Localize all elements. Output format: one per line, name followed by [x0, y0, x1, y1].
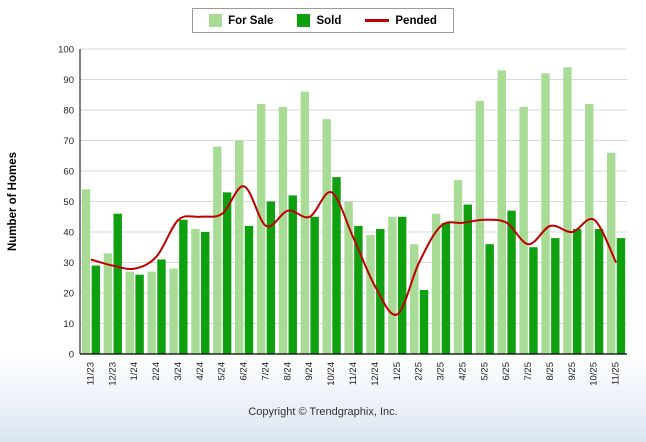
bar-sold	[113, 213, 122, 354]
legend-label-for-sale: For Sale	[228, 14, 274, 27]
bar-for-sale	[519, 106, 528, 354]
y-tick-label: 40	[63, 228, 74, 239]
x-tick-label: 11/23	[85, 362, 96, 385]
bar-for-sale	[81, 189, 91, 354]
x-tick-label: 4/24	[195, 362, 206, 381]
x-tick-label: 3/25	[436, 362, 447, 381]
bar-for-sale	[497, 70, 506, 354]
bar-sold	[288, 195, 297, 354]
bar-for-sale	[541, 73, 550, 355]
bar-for-sale	[191, 228, 200, 354]
x-tick-label: 6/24	[239, 362, 250, 381]
bar-for-sale	[410, 244, 419, 354]
x-tick-label: 2/24	[151, 362, 162, 381]
x-tick-label: 5/25	[479, 362, 490, 381]
y-tick-label: 10	[63, 319, 74, 330]
legend-label-pended: Pended	[395, 14, 437, 27]
bar-for-sale	[300, 91, 310, 354]
x-tick-label: 8/24	[282, 362, 293, 381]
bar-for-sale	[103, 253, 113, 354]
bar-sold	[266, 201, 276, 354]
pended-line-icon	[365, 19, 390, 22]
x-tick-label: 10/24	[326, 362, 337, 386]
bar-sold	[507, 210, 516, 354]
x-tick-label: 1/24	[129, 362, 140, 381]
bar-sold	[354, 225, 363, 354]
y-tick-label: 100	[58, 45, 74, 56]
bar-sold	[463, 204, 472, 354]
for-sale-swatch-icon	[209, 14, 223, 27]
bar-for-sale	[125, 271, 134, 354]
bar-for-sale	[431, 213, 441, 354]
x-tick-label: 12/23	[107, 362, 118, 386]
x-tick-label: 1/25	[392, 362, 403, 381]
bar-sold	[529, 247, 538, 354]
x-tick-label: 6/25	[501, 362, 512, 381]
x-tick-label: 9/24	[304, 362, 315, 381]
x-tick-label: 3/24	[173, 362, 184, 381]
bar-sold	[551, 238, 560, 354]
x-tick-label: 7/24	[260, 362, 271, 381]
x-tick-label: 4/25	[457, 362, 468, 381]
bar-sold	[310, 216, 319, 354]
bar-for-sale	[585, 103, 594, 355]
x-tick-label: 11/24	[348, 362, 359, 385]
legend-item-pended: Pended	[365, 15, 437, 27]
legend-item-sold: Sold	[297, 14, 341, 27]
bar-sold	[201, 232, 210, 354]
bar-for-sale	[563, 67, 572, 355]
bar-for-sale	[388, 216, 397, 354]
homes-bar-line-chart: 0 10 20 30 40 50 60 70 80 90 100 11/23 12/23 1/24 2/24…	[7, 45, 627, 386]
sold-swatch-icon	[297, 14, 311, 27]
y-tick-label: 60	[63, 167, 74, 178]
bar-for-sale	[147, 271, 156, 354]
bar-sold	[332, 177, 341, 354]
bar-sold	[157, 259, 166, 354]
bar-for-sale	[235, 140, 244, 354]
x-tick-label: 10/25	[589, 362, 600, 386]
bar-for-sale	[475, 100, 485, 354]
bar-for-sale	[453, 180, 463, 354]
bar-sold	[244, 225, 254, 354]
x-tick-label: 5/24	[217, 362, 228, 381]
bar-sold	[616, 238, 626, 354]
y-axis-title: Number of Homes	[7, 152, 19, 251]
x-tick-label: 7/25	[523, 362, 534, 381]
bar-sold	[91, 265, 101, 354]
copyright-text: Copyright © Trendgraphix, Inc.	[248, 406, 398, 418]
y-tick-label: 0	[69, 350, 74, 361]
y-tick-label: 20	[63, 289, 74, 300]
bar-sold	[179, 219, 188, 354]
legend-item-for-sale: For Sale	[209, 14, 273, 27]
bar-sold	[135, 274, 144, 354]
bar-for-sale	[344, 201, 353, 354]
y-tick-label: 50	[63, 197, 74, 208]
y-tick-label: 80	[63, 106, 74, 117]
bar-for-sale	[366, 235, 375, 354]
y-tick-label: 30	[63, 258, 74, 269]
bar-for-sale	[256, 103, 266, 355]
bar-sold	[397, 216, 407, 354]
bar-sold	[441, 222, 451, 354]
bar-for-sale	[278, 106, 288, 354]
bar-sold	[573, 228, 582, 354]
bar-sold	[419, 289, 429, 354]
x-tick-label: 12/24	[370, 362, 381, 386]
x-tick-label: 2/25	[414, 362, 425, 381]
legend-label-sold: Sold	[316, 14, 342, 27]
chart-legend: For Sale Sold Pended	[192, 8, 454, 33]
x-tick-label: 8/25	[545, 362, 556, 381]
bar-sold	[485, 244, 494, 354]
x-tick-label: 9/25	[567, 362, 578, 381]
bar-sold	[376, 228, 385, 354]
bar-sold	[222, 192, 232, 354]
y-tick-label: 70	[63, 136, 74, 147]
bar-for-sale	[213, 146, 222, 354]
bar-sold	[594, 228, 604, 354]
x-tick-label: 11/25	[611, 362, 622, 385]
bar-for-sale	[322, 119, 331, 355]
y-tick-label: 90	[63, 75, 74, 86]
bar-for-sale	[169, 268, 178, 354]
pended-line	[90, 185, 617, 316]
